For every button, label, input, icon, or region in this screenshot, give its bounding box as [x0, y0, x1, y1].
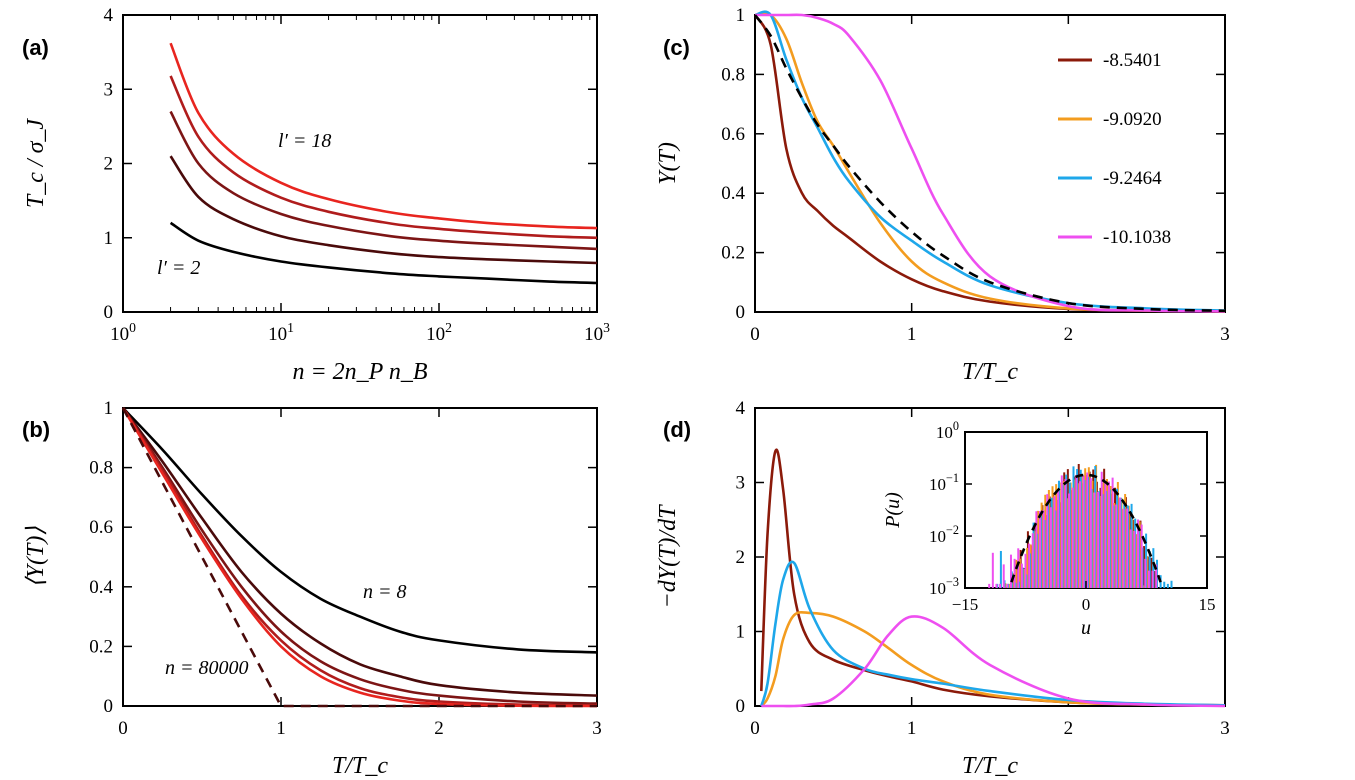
x-tick-label: 3 — [1220, 324, 1230, 345]
series-line-3 — [755, 13, 1226, 313]
inset-y-label: P(u) — [882, 492, 904, 529]
y-tick-label: 2 — [736, 547, 746, 568]
y-tick-label: 0 — [104, 696, 114, 717]
x-tick-label: 103 — [584, 320, 610, 345]
x-tick-label: 0 — [750, 324, 760, 345]
series-line-0 — [169, 221, 598, 285]
series-line-1 — [760, 610, 1226, 707]
panel-a: 0 1 2 3 4 100 101 102 103 l′ = 18 l′ = 2 T_c / σ_Jn… — [23, 5, 610, 385]
y-axis-label: ⟨Y(T)⟩ — [23, 526, 49, 588]
y-tick-label: 0.8 — [89, 458, 113, 479]
x-tick-label: 1 — [276, 718, 286, 739]
y-tick-label: 0.8 — [721, 64, 745, 85]
x-axis-label: T/T_c — [962, 359, 1018, 385]
panel-label-b: (b) — [22, 417, 50, 442]
legend-label: -10.1038 — [1103, 227, 1171, 248]
x-tick-label: 102 — [426, 320, 452, 345]
series-line-5 — [121, 407, 597, 708]
y-axis-label: Y(T) — [655, 142, 681, 185]
y-tick-label: 0.6 — [721, 124, 745, 145]
series-line-0 — [122, 407, 598, 654]
y-tick-label: 1 — [104, 228, 114, 249]
x-tick-label: 3 — [1220, 718, 1230, 739]
series-line-2 — [121, 407, 598, 705]
x-axis-label: T/T_c — [332, 753, 388, 779]
x-tick-label: 3 — [592, 718, 602, 739]
annotation-n8: n = 8 — [363, 581, 407, 603]
y-tick-label: 4 — [104, 5, 114, 26]
series-line-1 — [169, 155, 598, 265]
legend-label: -9.0920 — [1103, 109, 1162, 130]
annotation-l2: l′ = 2 — [157, 257, 200, 279]
y-tick-label: 0.4 — [721, 183, 745, 204]
panel-label-a: (a) — [22, 35, 49, 60]
legend-label: -8.5401 — [1103, 50, 1162, 71]
panel-d: 0 1 2 3 4 0 1 2 3 −dY(T)/dT T/T_c 10−3 10−2 10−1 100 −1… — [655, 398, 1230, 779]
inset-y-tick-label: 10−2 — [929, 523, 959, 546]
series-line-3 — [761, 615, 1226, 708]
series-line-1 — [121, 407, 598, 697]
y-tick-label: 0.2 — [89, 636, 113, 657]
y-tick-label: 1 — [736, 5, 746, 26]
series-line-2 — [169, 110, 598, 251]
y-axis-label: −dY(T)/dT — [655, 504, 681, 609]
y-tick-label: 0.4 — [89, 577, 113, 598]
x-axis-label: n = 2n_P n_B — [292, 359, 427, 385]
inset: 10−3 10−2 10−1 100 −15 0 15 u P(u) — [882, 419, 1216, 639]
x-tick-label: 101 — [268, 320, 294, 345]
y-tick-label: 0 — [736, 696, 746, 717]
inset-x-tick-label: −15 — [952, 595, 979, 614]
series-line-4 — [169, 42, 598, 230]
y-tick-label: 0 — [736, 302, 746, 323]
x-tick-label: 2 — [1064, 718, 1074, 739]
inset-x-tick-label: 0 — [1082, 595, 1091, 614]
x-tick-label: 1 — [907, 718, 917, 739]
inset-x-label: u — [1081, 617, 1091, 639]
y-tick-label: 3 — [736, 473, 746, 494]
series-line-4 — [753, 14, 1226, 313]
x-tick-label: 0 — [118, 718, 128, 739]
x-tick-label: 0 — [750, 718, 760, 739]
panel-label-d: (d) — [663, 417, 691, 442]
y-tick-label: 4 — [736, 398, 746, 419]
plot-frame — [754, 14, 1226, 313]
series-line-2 — [760, 560, 1226, 707]
series-line-3 — [169, 75, 598, 240]
panel-c: 0 0.2 0.4 0.6 0.8 1 0 1 2 3 -8.5401 -9.0920 -9.2464 -… — [655, 5, 1230, 385]
x-tick-label: 100 — [110, 320, 136, 345]
y-tick-label: 0.6 — [89, 517, 113, 538]
y-tick-label: 1 — [104, 398, 114, 419]
inset-y-tick-label: 100 — [936, 419, 959, 442]
panel-label-c: (c) — [663, 35, 690, 60]
series-line-3 — [121, 407, 598, 707]
series-line-4 — [121, 407, 598, 708]
annotation-n80000: n = 80000 — [165, 657, 249, 679]
y-tick-label: 3 — [104, 79, 114, 100]
y-axis-label: T_c / σ_J — [23, 118, 49, 209]
y-tick-label: 0 — [104, 302, 114, 323]
inset-y-tick-label: 10−3 — [929, 575, 959, 598]
x-tick-label: 2 — [434, 718, 444, 739]
x-tick-label: 2 — [1064, 324, 1074, 345]
y-tick-label: 0.2 — [721, 243, 745, 264]
y-tick-label: 2 — [104, 154, 114, 175]
annotation-l18: l′ = 18 — [278, 130, 331, 152]
x-axis-label: T/T_c — [962, 753, 1018, 779]
legend-label: -9.2464 — [1103, 168, 1162, 189]
inset-y-tick-label: 10−1 — [929, 471, 959, 494]
inset-x-tick-label: 15 — [1199, 595, 1216, 614]
panel-b: 0 0.2 0.4 0.6 0.8 1 0 1 2 3 n = 8 n = 80000 ⟨Y(T)⟩ T/… — [23, 398, 602, 779]
x-tick-label: 1 — [907, 324, 917, 345]
y-tick-label: 1 — [736, 622, 746, 643]
